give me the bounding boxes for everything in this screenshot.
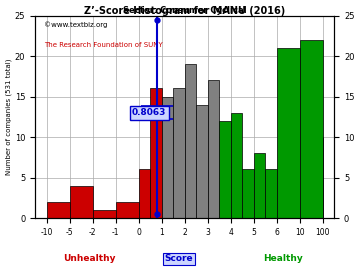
Bar xyxy=(208,80,219,218)
Bar xyxy=(185,64,196,218)
Text: Healthy: Healthy xyxy=(264,254,303,264)
Y-axis label: Number of companies (531 total): Number of companies (531 total) xyxy=(5,59,12,175)
Bar xyxy=(162,97,173,218)
Bar xyxy=(254,153,265,218)
Bar xyxy=(150,89,162,218)
Bar xyxy=(300,40,323,218)
Bar xyxy=(173,89,185,218)
Text: 0.8063: 0.8063 xyxy=(132,108,166,117)
Text: The Research Foundation of SUNY: The Research Foundation of SUNY xyxy=(44,42,163,48)
Bar xyxy=(265,170,277,218)
Bar xyxy=(231,113,242,218)
Bar xyxy=(196,105,208,218)
Bar xyxy=(93,210,116,218)
Text: Sector: Consumer Cyclical: Sector: Consumer Cyclical xyxy=(123,6,247,15)
Bar xyxy=(219,121,231,218)
Text: Unhealthy: Unhealthy xyxy=(63,254,115,264)
Bar xyxy=(139,170,150,218)
Bar xyxy=(242,170,254,218)
Bar xyxy=(46,202,69,218)
Bar xyxy=(116,202,139,218)
Bar xyxy=(277,48,300,218)
Title: Z’-Score Histogram for MANU (2016): Z’-Score Histogram for MANU (2016) xyxy=(84,6,285,16)
Bar xyxy=(69,186,93,218)
Text: Score: Score xyxy=(165,254,193,264)
Text: ©www.textbiz.org: ©www.textbiz.org xyxy=(44,22,107,28)
